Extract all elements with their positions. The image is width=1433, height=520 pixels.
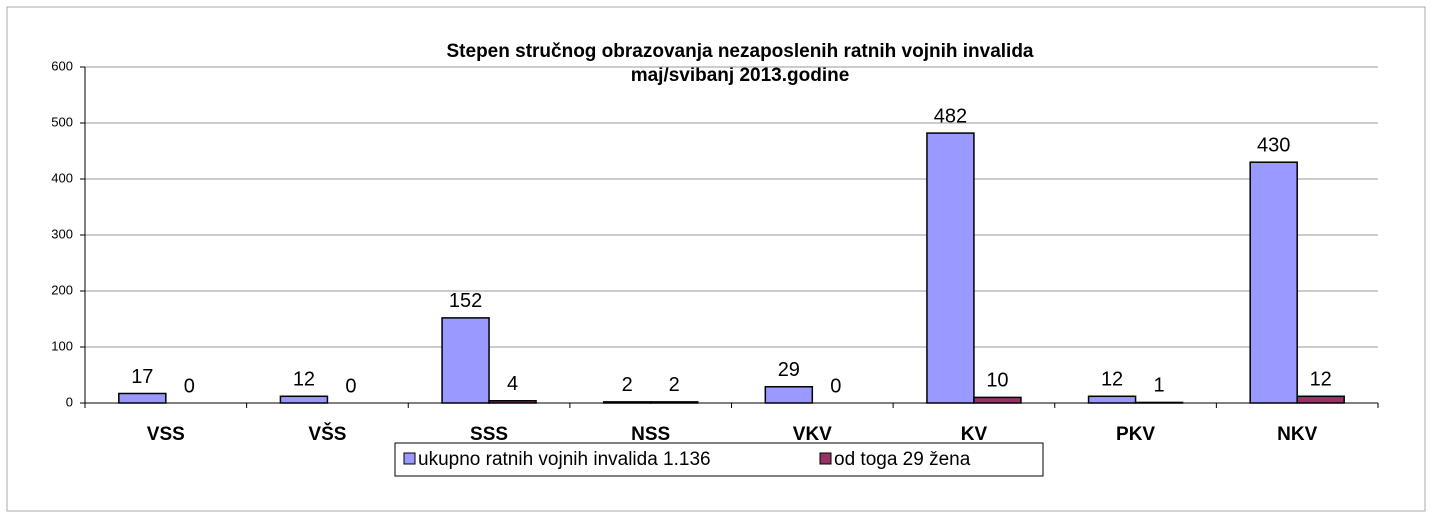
x-tick-label: VŠS <box>308 423 346 445</box>
legend-label: ukupno ratnih vojnih invalida 1.136 <box>418 449 711 470</box>
y-tick-label: 500 <box>51 114 73 129</box>
bar <box>1296 395 1345 404</box>
x-tick-label: KV <box>961 424 988 445</box>
x-tick-label: NKV <box>1277 424 1317 445</box>
data-label: 2 <box>622 374 633 396</box>
chart-title: Stepen stručnog obrazovanja nezaposlenih… <box>447 41 1034 62</box>
chart-subtitle: maj/svibanj 2013.godine <box>631 65 850 86</box>
y-tick-label: 200 <box>51 282 73 297</box>
y-tick-label: 400 <box>51 170 73 185</box>
data-label: 0 <box>184 375 195 397</box>
legend-swatch <box>403 452 416 465</box>
data-label: 430 <box>1257 134 1290 156</box>
y-tick-label: 0 <box>66 394 73 409</box>
bar <box>118 392 167 404</box>
x-tick-label: PKV <box>1116 424 1155 445</box>
data-label: 17 <box>131 366 153 388</box>
data-label: 12 <box>293 369 315 391</box>
data-label: 0 <box>345 375 356 397</box>
data-label: 0 <box>830 375 841 397</box>
chart-frame <box>6 6 1426 512</box>
data-label: 2 <box>669 374 680 396</box>
data-label: 12 <box>1101 369 1123 391</box>
bar <box>488 400 537 404</box>
x-tick-label: NSS <box>631 424 670 445</box>
bar <box>649 401 699 404</box>
legend-label: od toga 29 žena <box>834 449 971 470</box>
data-label: 29 <box>778 359 800 381</box>
bar <box>926 132 975 404</box>
bar <box>1087 395 1137 404</box>
x-tick-label: SSS <box>470 424 508 445</box>
bar <box>1134 401 1184 404</box>
x-tick-label: VSS <box>147 424 185 445</box>
data-label: 1 <box>1154 375 1165 397</box>
data-label: 12 <box>1310 369 1332 391</box>
data-label: 482 <box>934 105 967 127</box>
legend-box <box>394 442 1044 477</box>
y-tick-label: 300 <box>51 226 73 241</box>
bar <box>1249 161 1298 404</box>
y-tick-label: 100 <box>51 338 73 353</box>
bar <box>973 396 1022 404</box>
bar <box>279 395 329 404</box>
data-label: 4 <box>507 373 518 395</box>
bar <box>764 386 814 404</box>
data-label: 10 <box>986 370 1008 392</box>
bar <box>441 317 490 404</box>
data-label: 152 <box>449 290 482 312</box>
y-tick-label: 600 <box>51 58 73 73</box>
bar <box>602 401 652 404</box>
x-tick-label: VKV <box>793 424 832 445</box>
legend-swatch <box>819 452 832 465</box>
